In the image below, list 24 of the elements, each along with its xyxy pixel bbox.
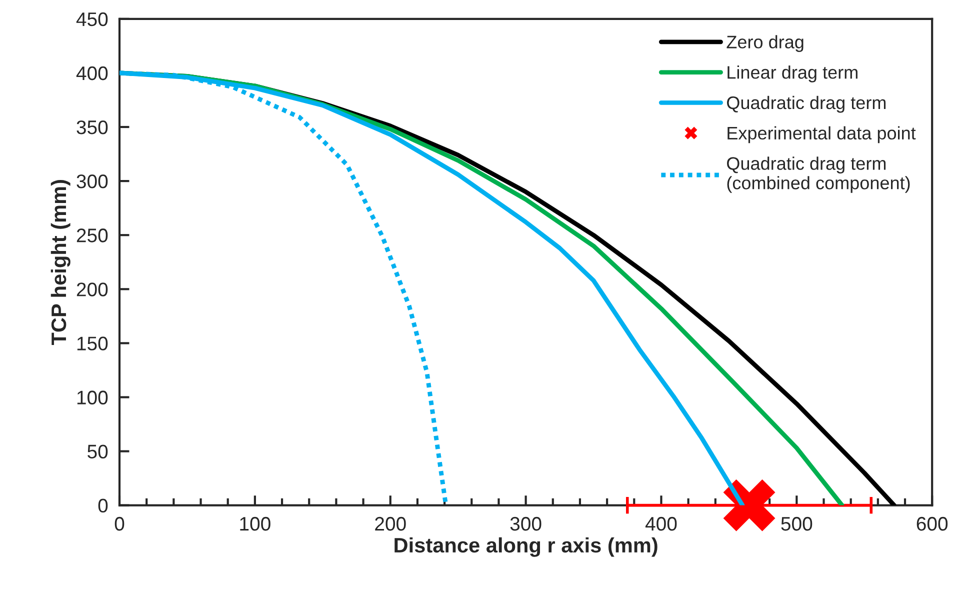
y-axis-title: TCP height (mm) xyxy=(50,180,70,346)
legend-label: Zero drag xyxy=(726,35,804,52)
x-tick-label: 600 xyxy=(916,516,948,531)
legend-label: Quadratic drag term xyxy=(727,96,886,113)
y-tick-label: 100 xyxy=(77,390,108,404)
x-tick-label: 400 xyxy=(645,516,677,531)
x-tick-label: 0 xyxy=(114,516,124,531)
y-tick-label: 200 xyxy=(76,282,108,296)
y-tick-label: 400 xyxy=(76,66,108,80)
y-tick-label: 50 xyxy=(88,444,108,458)
y-tick-label: 250 xyxy=(76,228,108,242)
x-tick-label: 300 xyxy=(510,516,542,531)
y-tick-label: 300 xyxy=(76,174,108,188)
x-tick-label: 500 xyxy=(781,516,812,531)
x-tick-label: 100 xyxy=(240,516,270,531)
y-tick-label: 350 xyxy=(76,120,108,134)
y-tick-label: 0 xyxy=(98,498,108,513)
x-tick-label: 200 xyxy=(375,516,406,531)
legend-label: Experimental data point xyxy=(728,126,916,144)
x-axis-title: Distance along r axis (mm) xyxy=(394,537,658,557)
legend-label: Linear drag term xyxy=(728,66,858,82)
y-tick-label: 450 xyxy=(76,12,108,26)
legend-label: Quadratic drag term (combined component) xyxy=(727,156,910,193)
y-tick-label: 150 xyxy=(77,336,108,350)
